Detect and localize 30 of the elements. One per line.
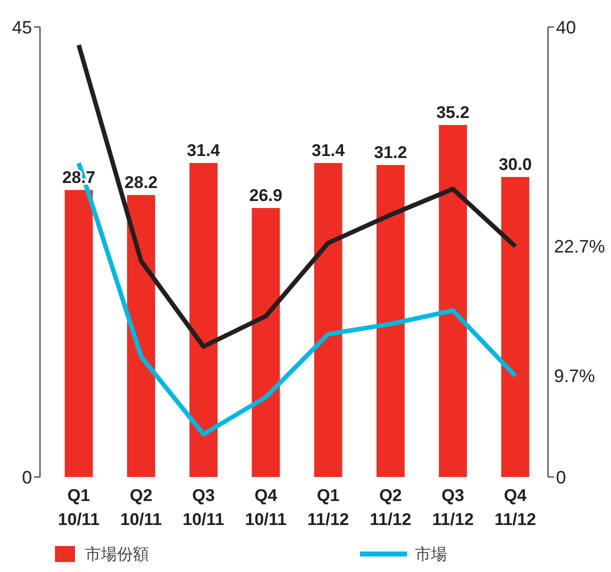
- bar: [501, 177, 530, 477]
- x-tick-label: Q3 10/11: [182, 486, 224, 529]
- x-tick-label: Q3 11/12: [432, 486, 474, 529]
- text: 22.7%: [554, 236, 606, 257]
- data-label: 31.4: [312, 141, 346, 160]
- legend-label: 市場: [415, 546, 447, 564]
- data-label: 30.0: [498, 155, 532, 174]
- x-tick-label: Q2 10/11: [120, 486, 162, 529]
- text: 9.7%: [554, 366, 596, 386]
- bar: [252, 208, 280, 477]
- bar: [438, 125, 467, 477]
- x-tick-label: Q4 11/12: [494, 486, 536, 529]
- x-tick-label: Q2 11/12: [370, 486, 412, 529]
- y2-tick-label: 0: [556, 467, 566, 488]
- data-label: 35.2: [436, 103, 470, 122]
- x-tick-label: Q1 10/11: [58, 486, 100, 529]
- data-label: 31.4: [186, 141, 221, 160]
- x-tick-label: Q4 10/11: [245, 486, 287, 529]
- y2-tick-label: 40: [556, 17, 576, 38]
- bar: [314, 163, 342, 477]
- legend-label: 市場份額: [85, 546, 149, 564]
- x-tick-label: Q1 11/12: [307, 486, 349, 529]
- data-label: 28.2: [124, 173, 158, 192]
- y-tick-label: 45: [12, 17, 32, 38]
- data-label: 26.9: [249, 186, 282, 205]
- bar: [189, 163, 218, 477]
- bar: [127, 195, 156, 477]
- bar: [64, 190, 93, 477]
- data-label: 31.2: [374, 143, 408, 162]
- bar: [376, 165, 405, 477]
